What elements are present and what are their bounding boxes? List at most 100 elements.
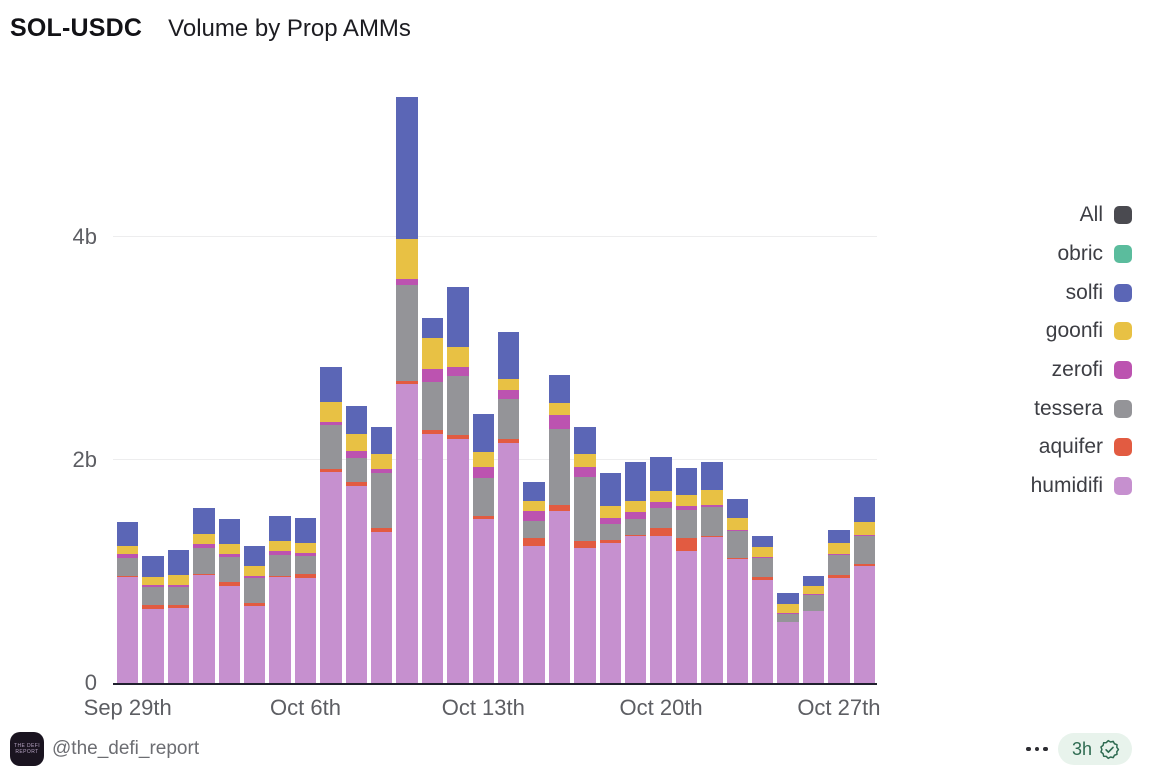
bar-segment-solfi[interactable]	[574, 426, 596, 455]
bar-segment-zerofi[interactable]	[320, 422, 342, 426]
bar-segment-goonfi[interactable]	[701, 490, 723, 505]
bar-segment-tessera[interactable]	[142, 587, 164, 605]
bar-segment-humidifi[interactable]	[498, 443, 520, 683]
bar-segment-aquifer[interactable]	[650, 528, 672, 536]
bar-segment-goonfi[interactable]	[599, 505, 621, 518]
bar-segment-tessera[interactable]	[244, 578, 266, 603]
bar-segment-solfi[interactable]	[675, 467, 698, 495]
bar-segment-goonfi[interactable]	[447, 347, 469, 368]
bar-segment-humidifi[interactable]	[167, 608, 190, 683]
bar-segment-aquifer[interactable]	[294, 573, 317, 579]
bar-segment-zerofi[interactable]	[193, 543, 215, 549]
bar-segment-tessera[interactable]	[599, 523, 621, 541]
bar-segment-zerofi[interactable]	[650, 502, 672, 508]
bar-segment-solfi[interactable]	[828, 530, 850, 543]
bar-segment-zerofi[interactable]	[675, 505, 698, 511]
bar-segment-zerofi[interactable]	[396, 279, 418, 285]
bar-segment-humidifi[interactable]	[675, 551, 698, 683]
bar-segment-solfi[interactable]	[218, 519, 240, 544]
bar-segment-humidifi[interactable]	[548, 511, 571, 683]
bar-segment-zerofi[interactable]	[777, 612, 799, 614]
bar-segment-tessera[interactable]	[269, 554, 291, 576]
bar-sep-30[interactable]	[142, 555, 164, 683]
bar-segment-aquifer[interactable]	[447, 435, 469, 439]
bar-segment-goonfi[interactable]	[574, 454, 596, 467]
bar-segment-goonfi[interactable]	[320, 402, 342, 423]
bar-segment-humidifi[interactable]	[523, 545, 545, 683]
bar-segment-aquifer[interactable]	[752, 577, 774, 581]
legend-item-humidifi[interactable]: humidifi	[1031, 467, 1132, 506]
bar-segment-solfi[interactable]	[625, 462, 647, 502]
bar-segment-tessera[interactable]	[498, 398, 520, 439]
bar-oct-13[interactable]	[472, 414, 494, 683]
bar-segment-humidifi[interactable]	[853, 565, 875, 683]
bar-segment-goonfi[interactable]	[675, 494, 698, 506]
bar-segment-aquifer[interactable]	[701, 535, 723, 537]
bar-segment-aquifer[interactable]	[675, 538, 698, 552]
bar-oct-18[interactable]	[599, 473, 621, 683]
bar-segment-solfi[interactable]	[701, 462, 723, 491]
bar-segment-solfi[interactable]	[142, 555, 164, 578]
bar-segment-aquifer[interactable]	[371, 528, 393, 533]
bar-oct-8[interactable]	[345, 406, 367, 683]
bar-segment-solfi[interactable]	[193, 507, 215, 534]
bar-segment-humidifi[interactable]	[752, 580, 774, 683]
bar-segment-tessera[interactable]	[396, 284, 418, 381]
bar-segment-aquifer[interactable]	[244, 602, 266, 607]
bar-segment-aquifer[interactable]	[167, 604, 190, 609]
bar-segment-zerofi[interactable]	[117, 553, 139, 559]
bar-segment-tessera[interactable]	[675, 510, 698, 539]
bar-oct-21[interactable]	[675, 467, 698, 683]
bar-oct-22[interactable]	[701, 462, 723, 683]
bar-segment-goonfi[interactable]	[726, 518, 748, 531]
bar-segment-tessera[interactable]	[167, 587, 190, 605]
bar-oct-27[interactable]	[828, 530, 850, 683]
bar-segment-solfi[interactable]	[523, 482, 545, 502]
bar-segment-tessera[interactable]	[650, 507, 672, 529]
bar-segment-humidifi[interactable]	[142, 609, 164, 683]
bar-segment-aquifer[interactable]	[853, 563, 875, 566]
bar-segment-solfi[interactable]	[244, 545, 266, 566]
bar-segment-goonfi[interactable]	[777, 603, 799, 613]
bar-segment-zerofi[interactable]	[701, 504, 723, 507]
bar-segment-goonfi[interactable]	[752, 546, 774, 558]
bar-segment-aquifer[interactable]	[548, 504, 571, 512]
bar-segment-humidifi[interactable]	[650, 535, 672, 683]
author-handle[interactable]: @the_defi_report	[52, 738, 200, 759]
bar-segment-solfi[interactable]	[777, 592, 799, 604]
bar-segment-solfi[interactable]	[548, 375, 571, 404]
bar-segment-humidifi[interactable]	[574, 548, 596, 683]
bar-segment-solfi[interactable]	[599, 473, 621, 506]
bar-oct-24[interactable]	[752, 535, 774, 683]
bar-oct-7[interactable]	[320, 367, 342, 683]
legend-item-tessera[interactable]: tessera	[1031, 389, 1132, 428]
bar-segment-tessera[interactable]	[752, 558, 774, 578]
bar-segment-tessera[interactable]	[523, 521, 545, 539]
legend-item-zerofi[interactable]: zerofi	[1031, 351, 1132, 390]
bar-segment-aquifer[interactable]	[320, 468, 342, 473]
bar-segment-goonfi[interactable]	[828, 542, 850, 554]
bar-segment-aquifer[interactable]	[726, 558, 748, 560]
bar-segment-zerofi[interactable]	[371, 468, 393, 474]
bar-oct-4[interactable]	[244, 545, 266, 683]
bar-segment-zerofi[interactable]	[802, 593, 825, 595]
bar-segment-humidifi[interactable]	[320, 472, 342, 683]
bar-segment-aquifer[interactable]	[599, 540, 621, 543]
bar-oct-10[interactable]	[396, 96, 418, 683]
bar-segment-tessera[interactable]	[193, 548, 215, 574]
bar-segment-solfi[interactable]	[320, 367, 342, 403]
bar-segment-humidifi[interactable]	[345, 485, 367, 683]
bar-segment-solfi[interactable]	[802, 575, 825, 586]
bar-segment-tessera[interactable]	[447, 376, 469, 436]
bar-segment-aquifer[interactable]	[472, 515, 494, 520]
legend-item-solfi[interactable]: solfi	[1031, 273, 1132, 312]
bar-segment-zerofi[interactable]	[421, 368, 444, 382]
bar-oct-25[interactable]	[777, 592, 799, 683]
bar-segment-tessera[interactable]	[828, 554, 850, 575]
bar-oct-14[interactable]	[498, 331, 520, 683]
bar-segment-aquifer[interactable]	[625, 534, 647, 536]
bar-segment-zerofi[interactable]	[142, 584, 164, 588]
legend-item-all[interactable]: All	[1031, 196, 1132, 235]
bar-segment-goonfi[interactable]	[345, 434, 367, 452]
bar-segment-solfi[interactable]	[752, 535, 774, 547]
